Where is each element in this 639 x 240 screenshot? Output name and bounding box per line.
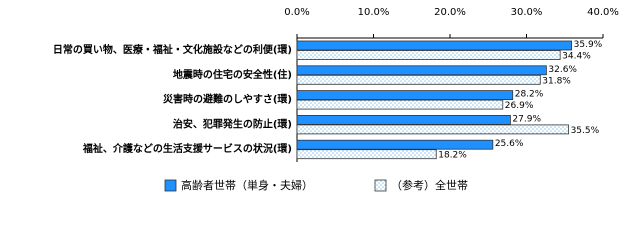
value-label: 27.9% [512, 114, 541, 124]
value-label: 31.8% [542, 76, 571, 86]
legend-swatch [374, 179, 387, 192]
bar [296, 74, 541, 85]
bar [296, 50, 561, 60]
bar [296, 149, 437, 160]
bar [296, 40, 573, 51]
bar [296, 124, 569, 135]
category-label: 日常の買い物、医療・福祉・文化施設などの利便(環) [53, 43, 292, 56]
category-label: 地震時の住宅の安全性(住) [173, 68, 292, 81]
x-tick-label: 10.0% [358, 7, 390, 18]
legend-label: （参考）全世帯 [391, 178, 468, 192]
x-tick-label: 20.0% [434, 7, 466, 18]
bar [296, 90, 514, 100]
legend-label: 高齢者世帯（単身・夫婦） [181, 178, 313, 192]
bar [296, 139, 494, 150]
chart: 0.0% 10.0% 20.0% 30.0% 40.0% 日常の買い物、医療・福祉・文化施… [53, 7, 619, 192]
value-label: 35.9% [574, 40, 603, 50]
value-label: 18.2% [438, 151, 467, 161]
value-label: 28.2% [515, 90, 544, 100]
category-label: 治安、犯罪発生の防止(環) [173, 117, 292, 130]
legend-swatch [164, 179, 177, 192]
value-label: 35.5% [571, 126, 600, 136]
x-tick-label: 0.0% [284, 7, 309, 18]
bar [296, 65, 547, 76]
bar [296, 115, 511, 125]
category-label: 災害時の避難のしやすさ(環) [162, 93, 292, 106]
value-label: 34.4% [562, 52, 591, 62]
x-tick-label: 40.0% [587, 7, 619, 18]
value-label: 25.6% [495, 139, 524, 149]
category-label: 福祉、介護などの生活支援サービスの状況(環) [82, 142, 292, 155]
x-tick-label: 30.0% [511, 7, 543, 18]
bar [296, 99, 504, 110]
value-label: 32.6% [548, 65, 577, 75]
page: {"chart_data": {"type": "hbar", "categor… [52, 7, 619, 192]
value-label: 26.9% [505, 101, 534, 111]
